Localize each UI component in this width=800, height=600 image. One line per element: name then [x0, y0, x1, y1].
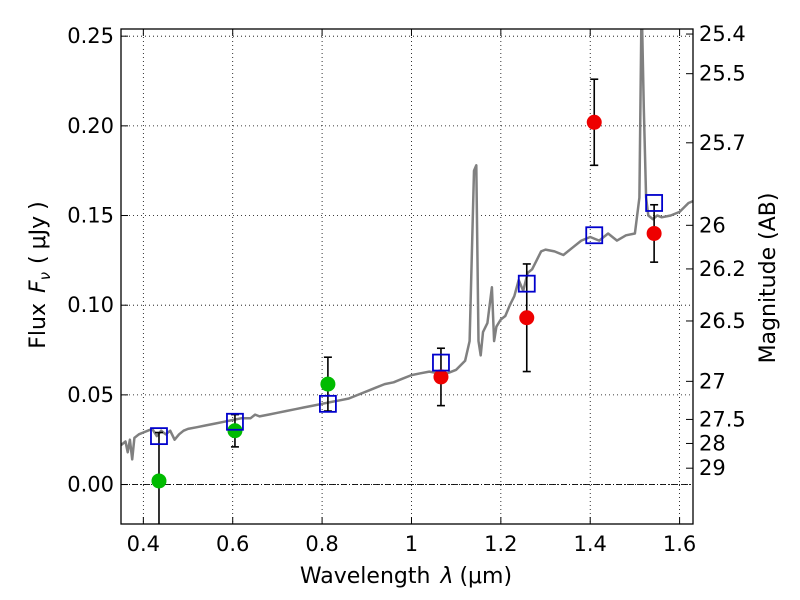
- spectrum-line: [121, 29, 693, 461]
- y2-tick-label-0: 25.4: [699, 22, 746, 46]
- plot-frame: [120, 28, 694, 525]
- y2-axis-label: Magnitude (AB): [756, 193, 781, 364]
- model-box-0: [150, 427, 168, 446]
- model-box-3: [432, 353, 450, 372]
- x-tick-label-5: 1.4: [574, 532, 607, 556]
- y2-tick-label-4: 26.2: [699, 257, 746, 281]
- model-box-4: [517, 274, 536, 293]
- error-bars: [154, 78, 659, 524]
- y-axis-label: FluxFν(μJy): [26, 201, 54, 348]
- y2-tick-label-9: 29: [699, 456, 726, 480]
- x-axis-label: Wavelength λ (μm): [300, 564, 512, 589]
- data-point-2-2: [586, 114, 602, 130]
- y-tick-label-4: 0.20: [67, 114, 114, 138]
- y2-tick-label-7: 27.5: [699, 407, 746, 431]
- model-spectrum-line: [121, 29, 693, 461]
- y2-tick-label-5: 26.5: [699, 309, 746, 333]
- model-box-5: [585, 226, 604, 245]
- data-point-1-2: [320, 376, 336, 392]
- data-point-2-1: [519, 310, 535, 326]
- model-box-1: [226, 412, 244, 431]
- x-tick-label-6: 1.6: [663, 532, 696, 556]
- y-tick-label-0: 0.00: [67, 473, 114, 497]
- y2-tick-label-8: 28: [699, 431, 726, 455]
- data-point-2-0: [433, 369, 449, 385]
- data-points: [151, 114, 662, 489]
- x-tick-label-1: 0.6: [216, 532, 249, 556]
- data-point-1-0: [151, 473, 167, 489]
- grid-lines: [121, 29, 693, 524]
- y2-tick-label-6: 27: [699, 369, 726, 393]
- y2-tick-label-1: 25.5: [699, 62, 746, 86]
- data-point-1-1: [227, 423, 243, 439]
- x-tick-label-2: 0.8: [305, 532, 338, 556]
- y2-tick-label-3: 26: [699, 213, 726, 237]
- y-tick-label-2: 0.10: [67, 293, 114, 317]
- x-tick-label-4: 1.2: [484, 532, 517, 556]
- y-tick-label-5: 0.25: [67, 24, 114, 48]
- model-boxes: [150, 194, 664, 446]
- y2-tick-label-2: 25.7: [699, 131, 746, 155]
- model-box-2: [319, 394, 337, 413]
- model-box-6: [645, 194, 664, 212]
- x-tick-label-3: 1: [405, 532, 418, 556]
- y-tick-label-1: 0.05: [67, 383, 114, 407]
- data-point-2-3: [646, 225, 662, 241]
- x-tick-label-0: 0.4: [127, 532, 160, 556]
- y-axis-ticks: 0.00 0.05 0.10 0.15 0.20 0.25: [67, 24, 128, 497]
- x-axis-ticks: 0.4 0.6 0.8 1 1.2 1.4 1.6: [127, 29, 696, 556]
- y-tick-label-3: 0.15: [67, 204, 114, 228]
